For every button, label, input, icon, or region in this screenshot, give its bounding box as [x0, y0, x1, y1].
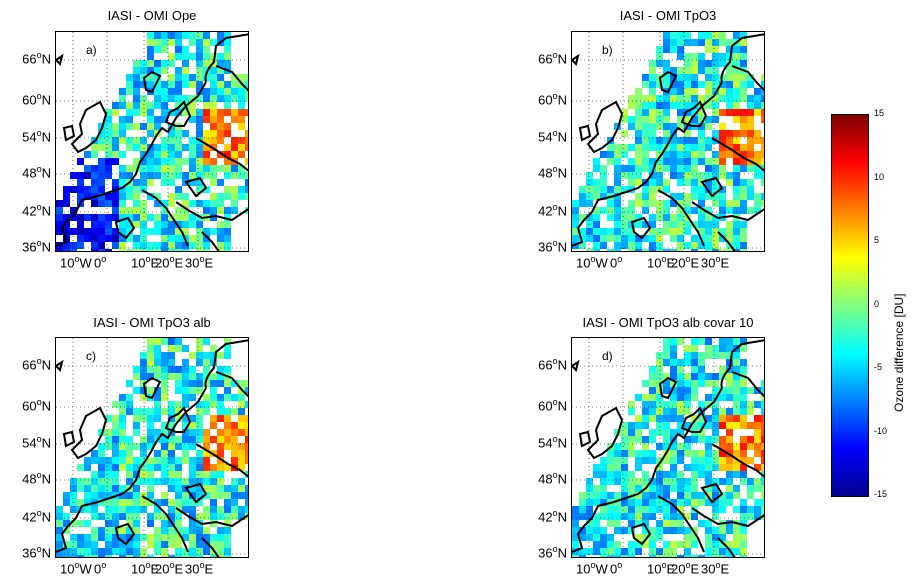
- panel-a-lat-tick: 54oN: [22, 128, 51, 145]
- panel-d-lat-tick: 66oN: [538, 356, 567, 373]
- panel-d-letter: d): [602, 349, 613, 363]
- panel-c-map-graphic: [56, 338, 248, 557]
- panel-c-lon-tick: 10oW: [60, 560, 92, 576]
- colorbar-tick: 5: [874, 235, 880, 245]
- coastline: [572, 339, 764, 557]
- colorbar-tick: -5: [874, 362, 883, 372]
- panel-a-map: a): [55, 31, 249, 252]
- colorbar-tick: 10: [874, 171, 885, 182]
- panel-b-map-graphic: [572, 32, 764, 251]
- panel-c-lon-tick: 0o: [94, 560, 107, 576]
- panel-a-lon-tick: 0o: [94, 254, 107, 271]
- coastline: [572, 33, 764, 251]
- panel-b-title: IASI - OMI TpO3: [619, 8, 717, 23]
- panel-d-lat-tick: 42oN: [538, 508, 567, 525]
- panel-a-lon-tick: 30oE: [185, 254, 214, 271]
- panel-d-lat-tick: 36oN: [538, 544, 567, 561]
- panel-a-lon-tick: 20oE: [155, 254, 184, 271]
- panel-b-lat-tick: 66oN: [538, 50, 567, 67]
- panel-d-lon-tick: 30oE: [701, 560, 730, 576]
- panel-c-title: IASI - OMI TpO3 alb: [93, 315, 211, 330]
- panel-b-letter: b): [602, 43, 613, 57]
- panel-b-lon-tick: 30oE: [701, 254, 730, 271]
- colorbar-tick: 0: [874, 298, 880, 309]
- panel-a-lat-tick: 48oN: [22, 164, 51, 181]
- panel-b-lat-tick: 48oN: [538, 164, 567, 181]
- colorbar-tick: -15: [874, 489, 888, 499]
- panel-b-lon-tick: 0o: [610, 254, 623, 271]
- panel-c-lat-tick: 42oN: [22, 508, 51, 525]
- panel-c-lat-tick: 48oN: [22, 470, 51, 487]
- panel-c-letter: c): [86, 349, 96, 363]
- panel-c-lat-tick: 36oN: [22, 544, 51, 561]
- panel-a-title: IASI - OMI Ope: [107, 8, 197, 23]
- colorbar: [831, 114, 869, 497]
- panel-a-letter: a): [86, 43, 97, 57]
- panel-d-lat-tick: 54oN: [538, 434, 567, 451]
- panel-d-map-graphic: [572, 338, 764, 557]
- panel-a-lat-tick: 36oN: [22, 238, 51, 255]
- panel-d-lon-tick: 10oE: [647, 560, 676, 576]
- panel-b-lon-tick: 10oE: [647, 254, 676, 271]
- panel-a-lon-tick: 10oE: [131, 254, 160, 271]
- panel-b-lat-tick: 54oN: [538, 128, 567, 145]
- coastline: [56, 33, 248, 251]
- panel-a-lat-tick: 60oN: [22, 91, 51, 108]
- panel-d-title: IASI - OMI TpO3 alb covar 10: [582, 315, 754, 330]
- panel-d-lon-tick: 10oW: [576, 560, 608, 576]
- panel-b-lat-tick: 60oN: [538, 91, 567, 108]
- panel-b-lon-tick: 10oW: [576, 254, 608, 271]
- panel-a-lat-tick: 66oN: [22, 50, 51, 67]
- panel-d-map: d): [571, 337, 765, 558]
- panel-b-lat-tick: 36oN: [538, 238, 567, 255]
- colorbar-label: Ozone difference [DU]: [892, 293, 906, 412]
- panel-d-lat-tick: 48oN: [538, 470, 567, 487]
- coastline: [56, 339, 248, 557]
- panel-c-lon-tick: 30oE: [185, 560, 214, 576]
- colorbar-tick: 15: [874, 108, 885, 118]
- panel-d-lon-tick: 0o: [610, 560, 623, 576]
- panel-c-map: c): [55, 337, 249, 558]
- panel-a-lon-tick: 10oW: [60, 254, 92, 271]
- panel-b-lat-tick: 42oN: [538, 202, 567, 219]
- panel-c-lat-tick: 60oN: [22, 397, 51, 414]
- panel-b-map: b): [571, 31, 765, 252]
- panel-d-lat-tick: 60oN: [538, 397, 567, 414]
- panel-d-lon-tick: 20oE: [671, 560, 700, 576]
- colorbar-tick: -10: [874, 425, 888, 436]
- panel-c-lon-tick: 10oE: [131, 560, 160, 576]
- panel-b-lon-tick: 20oE: [671, 254, 700, 271]
- panel-c-lat-tick: 66oN: [22, 356, 51, 373]
- panel-a-map-graphic: [56, 32, 248, 251]
- panel-a-lat-tick: 42oN: [22, 202, 51, 219]
- panel-c-lat-tick: 54oN: [22, 434, 51, 451]
- panel-c-lon-tick: 20oE: [155, 560, 184, 576]
